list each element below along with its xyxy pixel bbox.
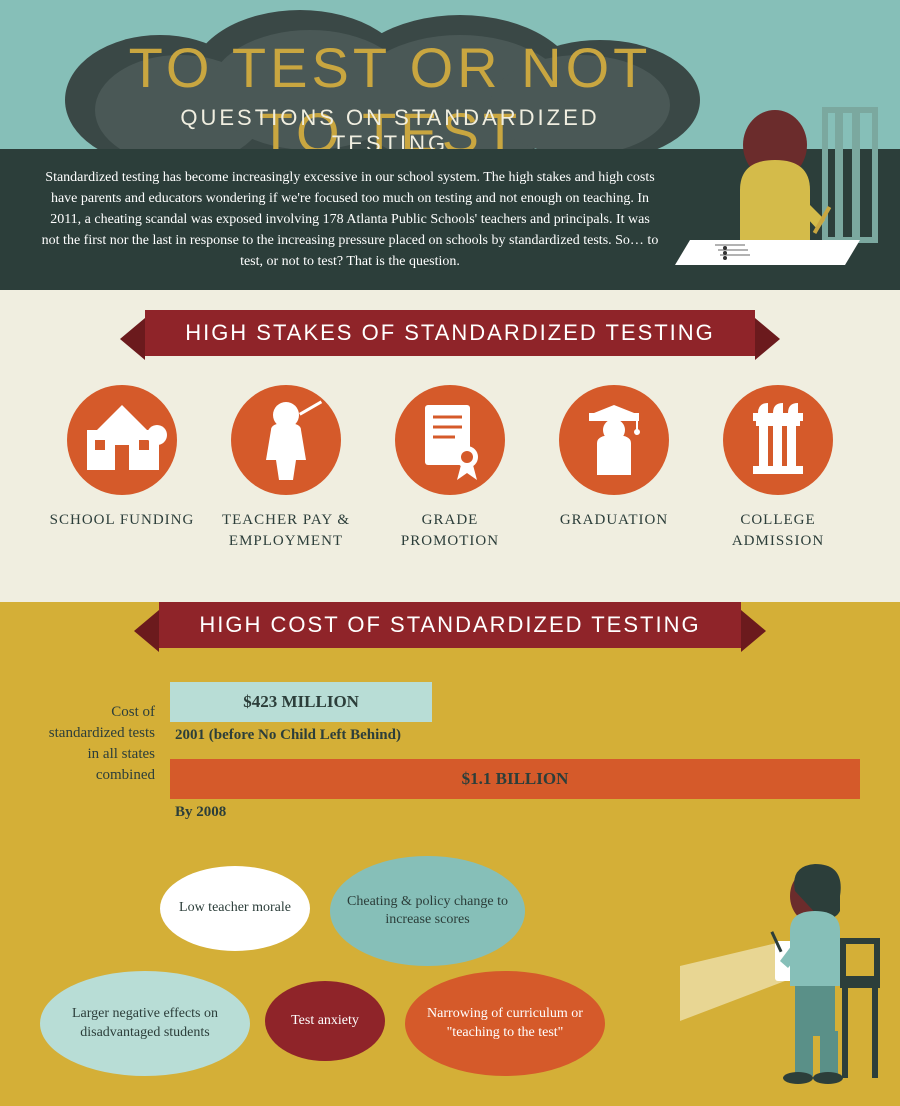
stake-item: SCHOOL FUNDING xyxy=(45,385,200,552)
stakes-banner: HIGH STAKES OF STANDARDIZED TESTING xyxy=(40,310,860,360)
effect-bubble: Cheating & policy change to increase sco… xyxy=(330,856,525,966)
cost-bar: $1.1 BILLION xyxy=(170,759,860,799)
stake-item: GRADE PROMOTION xyxy=(373,385,528,552)
effect-bubble: Low teacher morale xyxy=(160,866,310,951)
stake-icon-school xyxy=(67,385,177,495)
effect-bubble: Narrowing of curriculum or "teaching to … xyxy=(405,971,605,1076)
effect-bubble: Larger negative effects on disadvantaged… xyxy=(40,971,250,1076)
stakes-row: SCHOOL FUNDINGTEACHER PAY & EMPLOYMENTGR… xyxy=(40,385,860,552)
stake-icon-graduate xyxy=(559,385,669,495)
stake-item: TEACHER PAY & EMPLOYMENT xyxy=(209,385,364,552)
girl-writing-illustration xyxy=(680,846,890,1086)
stake-label: SCHOOL FUNDING xyxy=(45,510,200,531)
stake-icon-column xyxy=(723,385,833,495)
effect-bubble: Test anxiety xyxy=(265,981,385,1061)
cost-bar-label: 2001 (before No Child Left Behind) xyxy=(170,727,860,744)
child-writing-illustration xyxy=(670,90,880,280)
cost-chart: Cost of standardized tests in all states… xyxy=(40,682,860,836)
stake-icon-teacher xyxy=(231,385,341,495)
stake-icon-certificate xyxy=(395,385,505,495)
stake-label: COLLEGE ADMISSION xyxy=(701,510,856,552)
stake-item: COLLEGE ADMISSION xyxy=(701,385,856,552)
cost-banner: HIGH COST OF STANDARDIZED TESTING xyxy=(40,602,860,652)
header-section: TO TEST OR NOT TO TEST QUESTIONS ON STAN… xyxy=(0,0,900,290)
cost-bar-label: By 2008 xyxy=(170,804,860,821)
cost-section: HIGH COST OF STANDARDIZED TESTING Cost o… xyxy=(0,602,900,1106)
stake-label: TEACHER PAY & EMPLOYMENT xyxy=(209,510,364,552)
stake-item: GRADUATION xyxy=(537,385,692,552)
cost-bars: $423 MILLION 2001 (before No Child Left B… xyxy=(170,682,860,836)
stakes-banner-text: HIGH STAKES OF STANDARDIZED TESTING xyxy=(145,310,755,356)
stake-label: GRADE PROMOTION xyxy=(373,510,528,552)
stakes-section: HIGH STAKES OF STANDARDIZED TESTING SCHO… xyxy=(0,310,900,582)
cost-bar: $423 MILLION xyxy=(170,682,432,722)
stake-label: GRADUATION xyxy=(537,510,692,531)
cost-banner-text: HIGH COST OF STANDARDIZED TESTING xyxy=(159,602,740,648)
cost-chart-label: Cost of standardized tests in all states… xyxy=(40,682,170,836)
